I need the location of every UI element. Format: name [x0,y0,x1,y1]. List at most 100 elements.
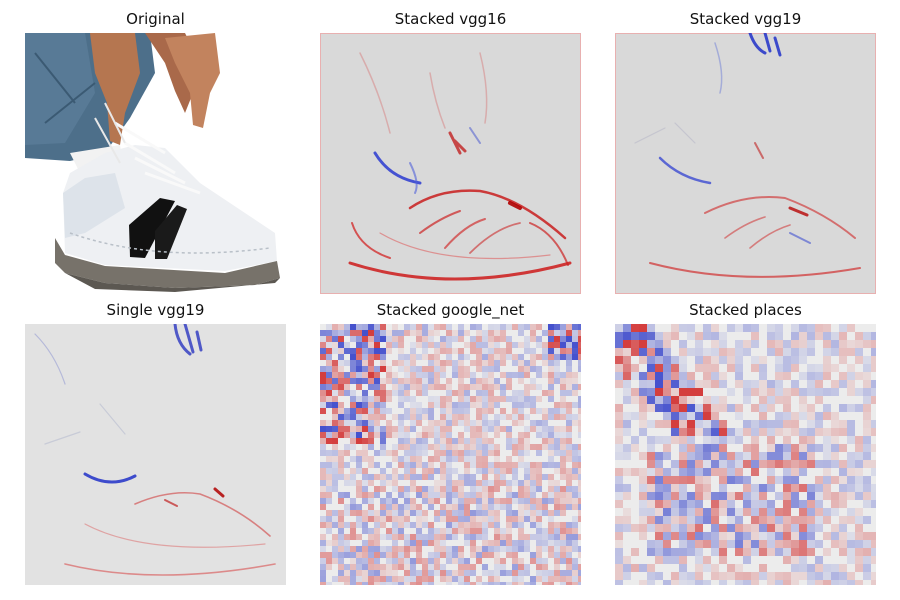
noise-cell [655,500,663,508]
noise-cell [464,564,470,570]
noise-cell [687,492,695,500]
noise-cell [488,522,494,528]
noise-cell [458,396,464,402]
noise-cell [362,444,368,450]
noise-cell [422,510,428,516]
noise-cell [775,508,783,516]
noise-cell [775,372,783,380]
noise-cell [494,342,500,348]
noise-cell [368,582,374,585]
noise-cell [488,504,494,510]
noise-cell [362,468,368,474]
noise-cell [374,426,380,432]
noise-cell [338,552,344,558]
noise-cell [446,528,452,534]
noise-cell [482,552,488,558]
noise-cell [560,576,566,582]
noise-cell [542,432,548,438]
noise-cell [560,492,566,498]
noise-cell [494,366,500,372]
noise-cell [799,396,807,404]
noise-cell [687,428,695,436]
noise-cell [799,556,807,564]
noise-cell [767,484,775,492]
noise-cell [470,462,476,468]
noise-cell [344,342,350,348]
noise-cell [815,564,823,572]
panel-title: Single vgg19 [106,301,205,319]
noise-cell [623,556,631,564]
noise-cell [735,452,743,460]
noise-cell [428,408,434,414]
noise-cell [578,492,581,498]
noise-cell [783,348,791,356]
noise-cell [470,498,476,504]
noise-cell [374,486,380,492]
noise-cell [615,324,623,332]
noise-cell [464,510,470,516]
noise-cell [647,388,655,396]
noise-cell [500,558,506,564]
noise-cell [807,572,815,580]
noise-cell [839,580,847,585]
noise-cell [560,348,566,354]
noise-cell [422,516,428,522]
noise-cell [759,524,767,532]
noise-cell [488,570,494,576]
noise-cell [775,452,783,460]
noise-cell [410,426,416,432]
noise-cell [767,452,775,460]
noise-cell [470,396,476,402]
noise-cell [512,564,518,570]
noise-cell [839,420,847,428]
noise-cell [404,558,410,564]
noise-cell [743,428,751,436]
noise-cell [847,324,855,332]
noise-cell [783,372,791,380]
noise-cell [823,548,831,556]
noise-cell [476,582,482,585]
noise-cell [332,510,338,516]
noise-cell [631,436,639,444]
noise-cell [847,540,855,548]
noise-cell [512,390,518,396]
noise-cell [476,498,482,504]
noise-cell [743,580,751,585]
noise-cell [791,452,799,460]
noise-cell [727,476,735,484]
noise-cell [743,476,751,484]
noise-cell [572,516,578,522]
noise-cell [416,414,422,420]
noise-cell [464,558,470,564]
noise-cell [404,408,410,414]
noise-cell [719,420,727,428]
noise-cell [572,456,578,462]
noise-cell [719,436,727,444]
noise-cell [356,330,362,336]
noise-cell [440,552,446,558]
noise-cell [524,360,530,366]
noise-cell [428,486,434,492]
noise-cell [791,484,799,492]
noise-cell [623,428,631,436]
noise-cell [711,516,719,524]
noise-cell [847,508,855,516]
noise-cell [743,540,751,548]
noise-cell [679,380,687,388]
noise-cell [578,486,581,492]
noise-cell [344,576,350,582]
noise-cell [422,372,428,378]
noise-cell [440,450,446,456]
noise-cell [799,348,807,356]
noise-cell [386,504,392,510]
noise-cell [452,408,458,414]
noise-cell [548,330,554,336]
noise-cell [530,474,536,480]
noise-cell [356,336,362,342]
noise-cell [326,432,332,438]
noise-cell [440,504,446,510]
noise-cell [671,548,679,556]
noise-cell [380,402,386,408]
noise-cell [703,324,711,332]
noise-cell [863,436,871,444]
